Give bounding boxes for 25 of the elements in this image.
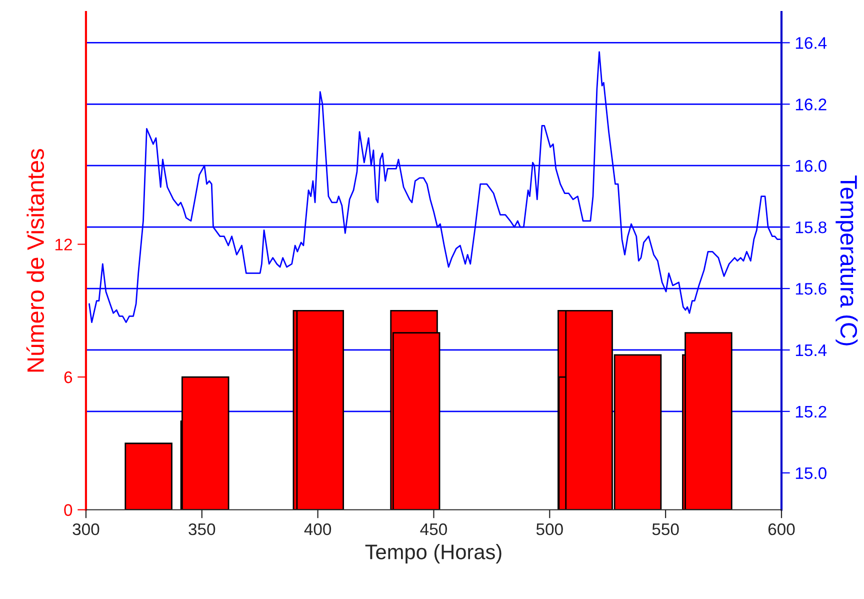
bar [684, 332, 732, 510]
x-tick-label: 350 [188, 523, 216, 536]
y2-tick-label: 16.0 [796, 160, 826, 172]
y2-axis-title: Temperatura (C) [836, 175, 858, 346]
x-tick-label: 400 [304, 523, 332, 536]
x-tick-label: 550 [652, 523, 679, 536]
y2-tick-label: 15.2 [796, 406, 826, 418]
y2-tick-label: 15.8 [796, 221, 826, 234]
y2-tick-label: 15.0 [796, 467, 826, 480]
bar [181, 376, 230, 510]
y2-tick-label: 16.4 [796, 37, 827, 49]
y2-tick-label: 16.2 [796, 98, 826, 110]
y-tick-label: 6 [64, 371, 72, 384]
y-axis-title: Número de Visitantes [26, 149, 44, 372]
y-tick-label: 0 [64, 504, 72, 516]
x-tick-label: 300 [72, 523, 100, 536]
y-tick-label: 12 [56, 238, 72, 250]
x-tick-label: 600 [768, 523, 795, 536]
y2-tick-label: 15.4 [796, 344, 827, 356]
y2-tick-label: 15.6 [796, 282, 826, 295]
line-series [88, 51, 781, 324]
bar [124, 442, 172, 510]
x-axis-title: Tempo (Horas) [365, 544, 502, 564]
x-tick-label: 500 [536, 523, 563, 536]
x-tick-label: 450 [420, 523, 447, 536]
